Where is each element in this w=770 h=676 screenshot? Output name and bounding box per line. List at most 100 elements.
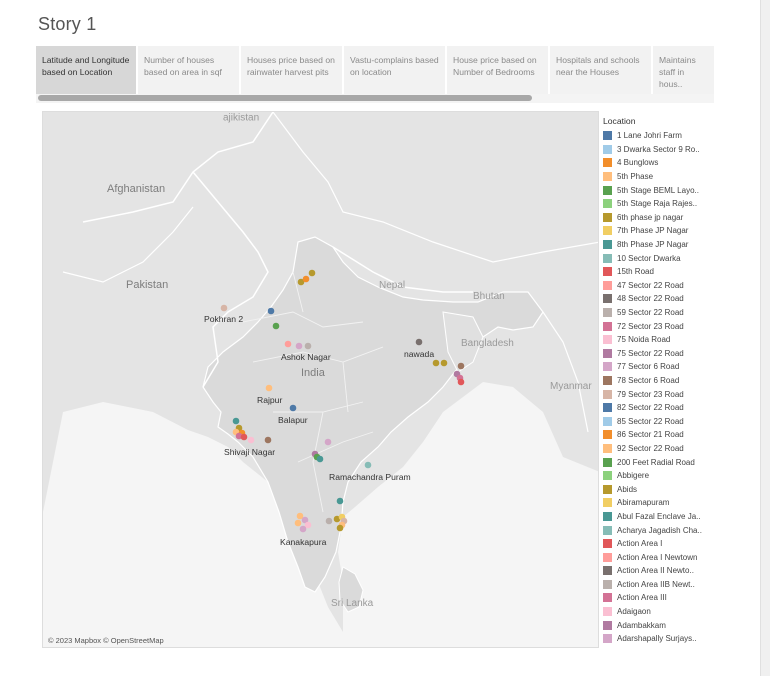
page-scrollbar[interactable] — [760, 0, 770, 676]
legend-item[interactable]: 3 Dwarka Sector 9 Ro.. — [603, 143, 707, 157]
point-adarshapally[interactable] — [324, 438, 332, 446]
legend-item[interactable]: 75 Noida Road — [603, 333, 707, 347]
story-title: Story 1 — [38, 14, 97, 34]
legend-item[interactable]: 5th Phase — [603, 170, 707, 184]
legend-item[interactable]: 48 Sector 22 Road — [603, 292, 707, 306]
point-6th-phase-jp-nagar[interactable] — [297, 278, 305, 286]
point-abids-3[interactable] — [440, 359, 448, 367]
tab-label: Number of houses based on area in sqf — [144, 55, 222, 77]
map-attribution[interactable]: © 2023 Mapbox © OpenStreetMap — [48, 636, 164, 645]
point-8th-phase-jp-nagar[interactable] — [232, 417, 240, 425]
legend-item[interactable]: 86 Sector 21 Road — [603, 428, 707, 442]
point-59-sector-22-road[interactable] — [304, 342, 312, 350]
legend-label: 77 Sector 6 Road — [617, 362, 680, 372]
legend-item[interactable]: Adda Gutta — [603, 646, 707, 648]
legend-label: 85 Sector 22 Road — [617, 416, 684, 426]
legend-item[interactable]: Abbigere — [603, 469, 707, 483]
location-points[interactable] — [220, 269, 465, 533]
legend-item[interactable]: Action Area IIB Newt.. — [603, 578, 707, 592]
legend-item[interactable]: Action Area III — [603, 591, 707, 605]
legend-label: 3 Dwarka Sector 9 Ro.. — [617, 144, 700, 154]
legend-item[interactable]: 72 Sector 23 Road — [603, 319, 707, 333]
legend-item[interactable]: 77 Sector 6 Road — [603, 360, 707, 374]
legend-item[interactable]: 47 Sector 22 Road — [603, 279, 707, 293]
legend-item[interactable]: Abids — [603, 482, 707, 496]
legend-label: Abbigere — [617, 471, 650, 481]
point-adaigaon-2[interactable] — [304, 521, 312, 529]
legend-item[interactable]: Adarshapally Surjays.. — [603, 632, 707, 646]
tab-maintenance-staff[interactable]: Maintains staff in hous.. — [653, 46, 714, 94]
point-abids-4[interactable] — [333, 515, 341, 523]
point-adarshapally-2[interactable] — [301, 516, 309, 524]
point-1-lane-johri-farm[interactable] — [267, 307, 275, 315]
point-8th-phase-jp-nagar-2[interactable] — [336, 497, 344, 505]
tab-hospitals-schools[interactable]: Hospitals and schools near the Houses — [550, 46, 653, 94]
point-79-sector-23-road[interactable] — [220, 304, 228, 312]
legend-item[interactable]: Adaigaon — [603, 605, 707, 619]
point-15th-road[interactable] — [457, 378, 465, 386]
tab-lat-long-location[interactable]: Latitude and Longitude based on Location — [36, 46, 138, 94]
legend-item[interactable]: 59 Sector 22 Road — [603, 306, 707, 320]
legend-item[interactable]: 4 Bunglows — [603, 156, 707, 170]
point-78-sector-6-road[interactable] — [457, 362, 465, 370]
point-5th-phase[interactable] — [265, 384, 273, 392]
point-4-bunglows[interactable] — [302, 275, 310, 283]
legend-item[interactable]: 75 Sector 22 Road — [603, 347, 707, 361]
legend-swatch — [603, 144, 612, 154]
tab-bedrooms-price[interactable]: House price based on Number of Bedrooms — [447, 46, 550, 94]
point-5th-phase-2[interactable] — [294, 519, 302, 527]
point-77-sector-6-road[interactable] — [295, 342, 303, 350]
map-canvas[interactable]: Afghanistan Pakistan Nepal Bhutan Bangla… — [43, 112, 599, 648]
legend-label: 5th Stage BEML Layo.. — [617, 185, 699, 195]
point-acharya-jagadish[interactable] — [364, 461, 372, 469]
point-48-sector-22-road[interactable] — [415, 338, 423, 346]
tabs-scrollbar[interactable] — [36, 94, 714, 103]
arabian-sea — [43, 402, 343, 647]
location-map[interactable]: Afghanistan Pakistan Nepal Bhutan Bangla… — [42, 111, 599, 648]
point-200-feet-radial-road[interactable] — [272, 322, 280, 330]
legend-item[interactable]: Abul Fazal Enclave Ja.. — [603, 510, 707, 524]
legend-item[interactable]: 8th Phase JP Nagar — [603, 238, 707, 252]
point-82-sector-22-road[interactable] — [289, 404, 297, 412]
legend-swatch — [603, 267, 612, 277]
legend-item[interactable]: 200 Feet Radial Road — [603, 455, 707, 469]
legend-swatch — [603, 579, 612, 589]
point-action-area-i[interactable] — [240, 433, 248, 441]
point-92-sector-22-road-2[interactable] — [296, 512, 304, 520]
point-adaigaon[interactable] — [247, 436, 255, 444]
point-adda-gutta[interactable] — [264, 436, 272, 444]
tab-vastu-complains[interactable]: Vastu-complains based on location — [344, 46, 447, 94]
legend-item[interactable]: 15th Road — [603, 265, 707, 279]
tabs-scroll-thumb[interactable] — [38, 95, 532, 101]
legend-item[interactable]: 7th Phase JP Nagar — [603, 224, 707, 238]
legend-item[interactable]: 6th phase jp nagar — [603, 211, 707, 225]
point-action-area-iii[interactable] — [235, 432, 243, 440]
legend-item[interactable]: 5th Stage Raja Rajes.. — [603, 197, 707, 211]
legend-item[interactable]: 79 Sector 23 Road — [603, 387, 707, 401]
legend-item[interactable]: Acharya Jagadish Cha.. — [603, 523, 707, 537]
point-action-area-i-newtown[interactable] — [284, 340, 292, 348]
legend-item[interactable]: 5th Stage BEML Layo.. — [603, 183, 707, 197]
legend-item[interactable]: Action Area I — [603, 537, 707, 551]
legend-item[interactable]: Abiramapuram — [603, 496, 707, 510]
point-abids-2[interactable] — [432, 359, 440, 367]
legend-item[interactable]: Action Area I Newtown — [603, 550, 707, 564]
legend-item[interactable]: 1 Lane Johri Farm — [603, 129, 707, 143]
legend-item[interactable]: 10 Sector Dwarka — [603, 251, 707, 265]
legend-item[interactable]: Adambakkam — [603, 618, 707, 632]
point-action-area-iib[interactable] — [325, 517, 333, 525]
legend-swatch — [603, 457, 612, 467]
tab-rainwater-price[interactable]: Houses price based on rainwater harvest … — [241, 46, 344, 94]
point-abids[interactable] — [308, 269, 316, 277]
legend-item[interactable]: 78 Sector 6 Road — [603, 374, 707, 388]
legend-swatch — [603, 539, 612, 549]
legend-item[interactable]: 85 Sector 22 Road — [603, 414, 707, 428]
legend-item[interactable]: Action Area II Newto.. — [603, 564, 707, 578]
legend-swatch — [603, 294, 612, 304]
point-abul-fazal-enclave[interactable] — [316, 455, 324, 463]
point-77-sector-6-road-2[interactable] — [299, 525, 307, 533]
legend-item[interactable]: 92 Sector 22 Road — [603, 442, 707, 456]
tab-houses-area[interactable]: Number of houses based on area in sqf — [138, 46, 241, 94]
point-6th-phase-jp-nagar-3[interactable] — [336, 524, 344, 532]
legend-item[interactable]: 82 Sector 22 Road — [603, 401, 707, 415]
